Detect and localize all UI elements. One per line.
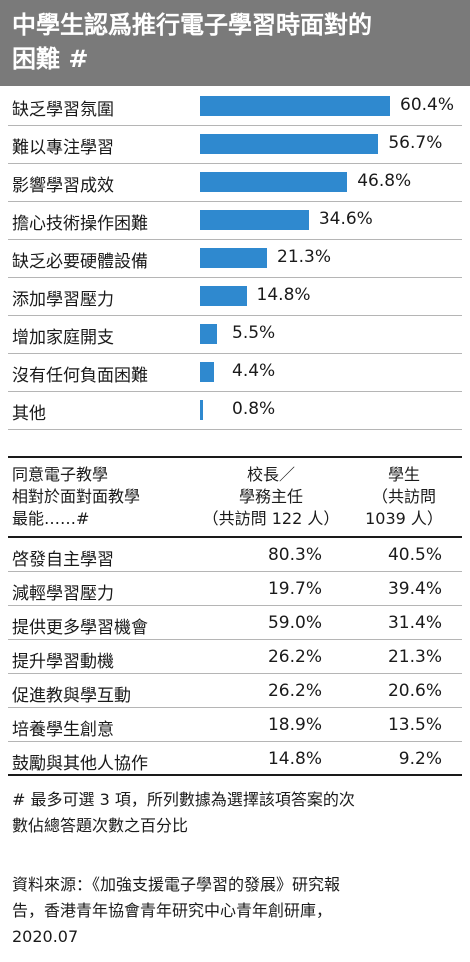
principal-value-cell: 26.2% (267, 647, 322, 667)
category-label: 缺乏必要硬體設備 (12, 252, 148, 272)
table-row: 鼓勵與其他人協作 14.8% 9.2% (8, 742, 462, 776)
table-row: 培養學生創意 18.9% 13.5% (8, 708, 462, 742)
student-value-cell: 21.3% (387, 647, 442, 667)
student-value-cell: 40.5% (387, 545, 442, 565)
bar-value-label: 5.5% (232, 323, 276, 343)
row-label-cell: 促進教與學互動 (12, 686, 131, 706)
table-row: 啓發自主學習 80.3% 40.5% (8, 538, 462, 572)
row-label-cell: 鼓勵與其他人協作 (12, 754, 148, 774)
category-label: 其他 (12, 404, 46, 424)
table-header-col3-line3: 1039 人） (365, 509, 443, 528)
bar (200, 400, 203, 420)
footnote-line1: # 最多可選 3 項，所列數據為選擇該項答案的次 (12, 790, 355, 809)
chart-row: 擔心技術操作困難 34.6% (8, 202, 462, 240)
comparison-table: 同意電子教學 相對於面對面教學 最能……# 校長／ 學務主任 （共訪問 122 … (8, 456, 462, 776)
bar (200, 172, 348, 192)
bar (200, 96, 390, 116)
table-header: 同意電子教學 相對於面對面教學 最能……# 校長／ 學務主任 （共訪問 122 … (8, 456, 462, 538)
bar-value-label: 34.6% (318, 209, 373, 229)
chart-row: 難以專注學習 56.7% (8, 126, 462, 164)
category-label: 缺乏學習氛圍 (12, 100, 114, 120)
bar (200, 248, 267, 268)
bar (200, 286, 247, 306)
title-banner: 中學生認爲推行電子學習時面對的 困難 # (0, 0, 470, 86)
row-label-cell: 啓發自主學習 (12, 550, 114, 570)
chart-row: 缺乏學習氛圍 60.4% (8, 88, 462, 126)
category-label: 沒有任何負面困難 (12, 366, 148, 386)
footnote-line2: 數佔總答題次數之百分比 (12, 816, 189, 835)
student-value-cell: 9.2% (398, 749, 442, 769)
bar-value-label: 46.8% (357, 171, 412, 191)
bar-chart: 缺乏學習氛圍 60.4% 難以專注學習 56.7% 影響學習成效 46.8% 擔心技術操作困… (0, 88, 470, 436)
chart-title-line2: 困難 # (12, 45, 89, 73)
source-line3: 2020.07 (12, 927, 79, 946)
chart-row: 沒有任何負面困難 4.4% (8, 354, 462, 392)
source-line1: 資料來源：《加強支援電子學習的發展》研究報 (12, 875, 341, 894)
table-row: 提供更多學習機會 59.0% 31.4% (8, 606, 462, 640)
bar-value-label: 0.8% (232, 399, 276, 419)
table-header-col2-line2: 學務主任 (238, 487, 303, 506)
row-label-cell: 提升學習動機 (12, 652, 114, 672)
table-header-col1-line3: 最能……# (12, 509, 90, 528)
row-label-cell: 培養學生創意 (12, 720, 114, 740)
source-line2: 告，香港青年協會青年研究中心青年創研庫， (12, 901, 333, 920)
table-body: 啓發自主學習 80.3% 40.5% 減輕學習壓力 19.7% 39.4% 提供更多學習機會… (8, 538, 462, 776)
table-header-col1-line1: 同意電子教學 (12, 465, 109, 484)
student-value-cell: 20.6% (387, 681, 442, 701)
footnote: # 最多可選 3 項，所列數據為選擇該項答案的次 數佔總答題次數之百分比 (12, 787, 458, 839)
chart-row: 增加家庭開支 5.5% (8, 316, 462, 354)
category-label: 擔心技術操作困難 (12, 214, 148, 234)
table-header-col1-line2: 相對於面對面教學 (12, 487, 141, 506)
table-row: 促進教與學互動 26.2% 20.6% (8, 674, 462, 708)
bar-value-label: 14.8% (256, 285, 311, 305)
table-header-col3-line2: （共訪問 (371, 487, 436, 506)
principal-value-cell: 14.8% (267, 749, 322, 769)
bar (200, 210, 309, 230)
principal-value-cell: 19.7% (267, 579, 322, 599)
table-header-col2-line3: （共訪問 122 人） (202, 509, 340, 528)
table-header-col2-line1: 校長／ (246, 465, 295, 484)
principal-value-cell: 80.3% (267, 545, 322, 565)
chart-row: 添加學習壓力 14.8% (8, 278, 462, 316)
category-label: 難以專注學習 (12, 138, 114, 158)
category-label: 影響學習成效 (12, 176, 114, 196)
source-note: 資料來源：《加強支援電子學習的發展》研究報 告，香港青年協會青年研究中心青年創研… (12, 872, 458, 950)
chart-row: 影響學習成效 46.8% (8, 164, 462, 202)
principal-value-cell: 18.9% (267, 715, 322, 735)
chart-row: 缺乏必要硬體設備 21.3% (8, 240, 462, 278)
row-label-cell: 提供更多學習機會 (12, 618, 148, 638)
bar-value-label: 56.7% (388, 133, 443, 153)
table-row: 減輕學習壓力 19.7% 39.4% (8, 572, 462, 606)
row-label-cell: 減輕學習壓力 (12, 584, 114, 604)
student-value-cell: 39.4% (387, 579, 442, 599)
category-label: 添加學習壓力 (12, 290, 114, 310)
bar-value-label: 21.3% (277, 247, 332, 267)
bar (200, 324, 218, 344)
table-row: 提升學習動機 26.2% 21.3% (8, 640, 462, 674)
table-header-col3-line1: 學生 (387, 465, 420, 484)
chart-row: 其他 0.8% (8, 392, 462, 430)
bar (200, 362, 214, 382)
student-value-cell: 31.4% (387, 613, 442, 633)
chart-title-line1: 中學生認爲推行電子學習時面對的 (12, 11, 372, 39)
principal-value-cell: 26.2% (267, 681, 322, 701)
bar (200, 134, 379, 154)
student-value-cell: 13.5% (387, 715, 442, 735)
principal-value-cell: 59.0% (267, 613, 322, 633)
bar-value-label: 60.4% (400, 95, 455, 115)
category-label: 增加家庭開支 (12, 328, 114, 348)
bar-value-label: 4.4% (232, 361, 276, 381)
